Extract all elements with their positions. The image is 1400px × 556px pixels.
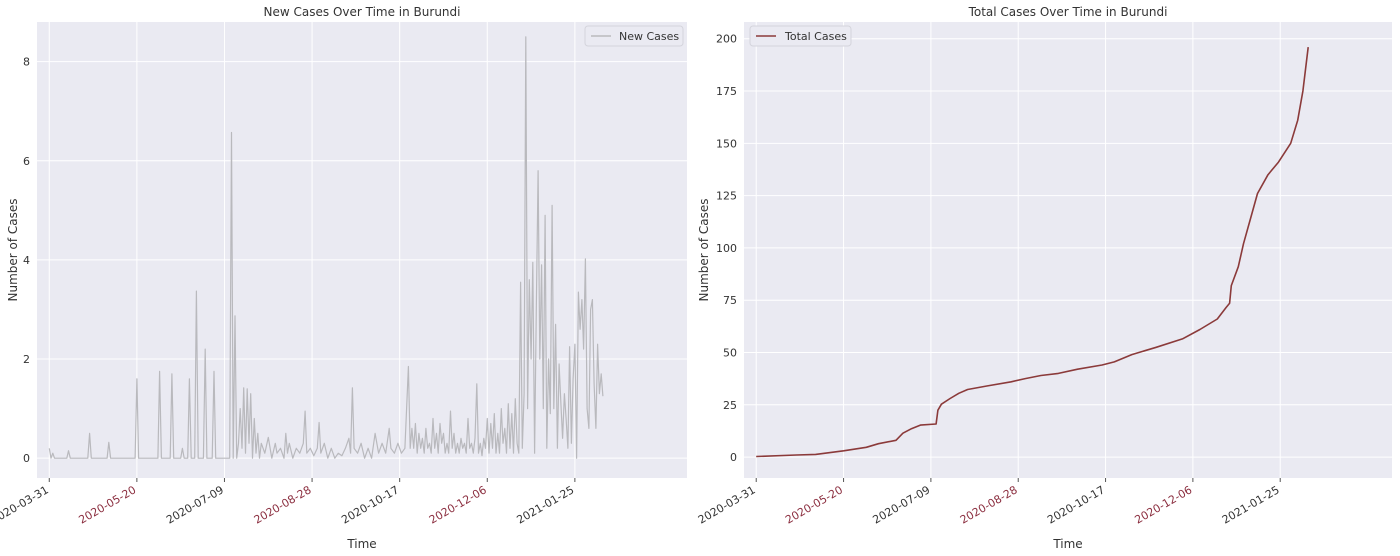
total-cases-series-layer [756, 47, 1309, 458]
new-cases-y-tick-label: 2 [23, 353, 30, 366]
new-cases-y-ticks: 0 2 4 6 8 [23, 56, 30, 466]
total-cases-y-tick-label: 175 [716, 85, 737, 98]
total-cases-y-tick-label: 200 [716, 33, 737, 46]
new-cases-chart-title: New Cases Over Time in Burundi [264, 5, 461, 19]
new-cases-y-tick-label: 4 [23, 254, 30, 267]
new-cases-legend: New Cases [584, 25, 684, 47]
total-cases-y-axis-label: Number of Cases [697, 198, 711, 301]
total-cases-y-tick-label: 50 [723, 346, 737, 359]
total-cases-y-tick-label: 125 [716, 190, 737, 203]
new-cases-x-axis-label: Time [346, 537, 376, 551]
new-cases-series-line [48, 36, 604, 459]
total-cases-legend-box [749, 25, 852, 47]
new-cases-legend-box [584, 25, 684, 47]
total-cases-plot-area [744, 22, 1392, 478]
total-cases-y-ticks: 0 25 50 75 100 125 150 175 200 [716, 33, 737, 464]
total-cases-legend-label: Total Cases [784, 30, 847, 43]
new-cases-y-axis-label: Number of Cases [6, 198, 20, 301]
new-cases-y-tick-label: 0 [23, 452, 30, 465]
total-cases-y-tick-label: 0 [730, 451, 737, 464]
total-cases-x-axis-label: Time [1052, 537, 1082, 551]
new-cases-series-layer [48, 36, 604, 459]
new-cases-y-tick-label: 6 [23, 155, 30, 168]
total-cases-y-tick-label: 25 [723, 399, 737, 412]
total-cases-y-tick-label: 150 [716, 137, 737, 150]
total-cases-y-tick-label: 75 [723, 294, 737, 307]
new-cases-plot-area [37, 22, 687, 478]
new-cases-legend-label: New Cases [619, 30, 679, 43]
total-cases-chart-title: Total Cases Over Time in Burundi [968, 5, 1168, 19]
total-cases-legend: Total Cases [749, 25, 852, 47]
total-cases-y-tick-label: 100 [716, 242, 737, 255]
total-cases-series-line [756, 47, 1309, 458]
total-cases-grid [744, 22, 1392, 478]
new-cases-y-tick-label: 8 [23, 56, 30, 69]
